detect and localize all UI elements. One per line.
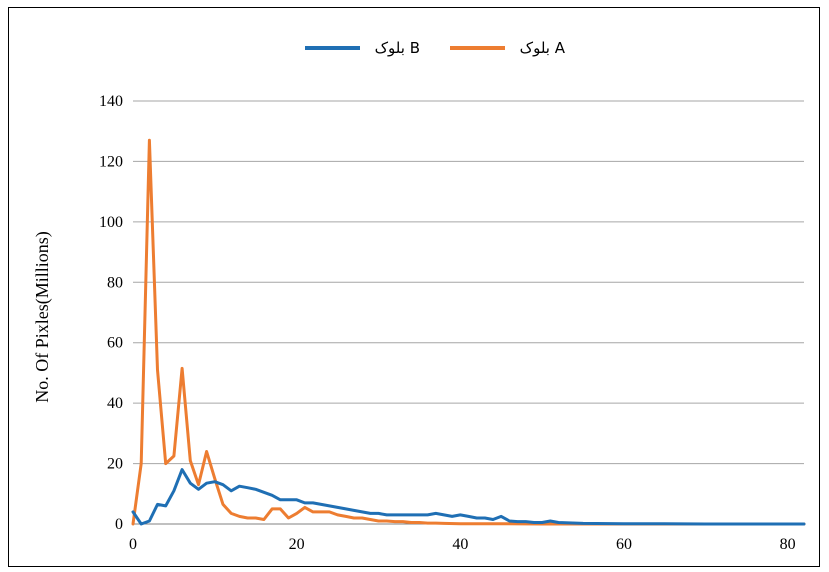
series-line-b <box>131 468 806 526</box>
x-tick-label: 20 <box>289 536 305 553</box>
y-tick-label: 120 <box>99 153 123 170</box>
legend-label-1: بلوک A <box>520 39 566 57</box>
series-lines <box>131 138 806 526</box>
gridlines <box>133 100 804 525</box>
y-tick-label: 40 <box>107 395 123 412</box>
x-tick-label: 0 <box>129 536 137 553</box>
chart-frame <box>8 7 820 567</box>
y-tick-label: 60 <box>107 335 123 352</box>
y-tick-label: 20 <box>107 456 123 473</box>
series-line-a <box>131 138 806 526</box>
y-tick-label: 80 <box>107 274 123 291</box>
legend-label-0: بلوک B <box>375 39 420 57</box>
x-tick-label: 60 <box>616 536 632 553</box>
x-tick-label: 40 <box>452 536 468 553</box>
y-tick-label: 140 <box>99 93 123 110</box>
x-tick-label: 80 <box>780 536 796 553</box>
y-axis-label: No. Of Pixles(Millions) <box>32 231 53 403</box>
x-tick-labels: 0 20 40 60 80 <box>129 536 796 553</box>
y-tick-label: 0 <box>115 516 123 533</box>
y-tick-label: 100 <box>99 214 123 231</box>
y-tick-labels: 0 20 40 60 80 100 120 140 <box>99 93 123 533</box>
legend: بلوک B بلوک A <box>305 39 566 57</box>
